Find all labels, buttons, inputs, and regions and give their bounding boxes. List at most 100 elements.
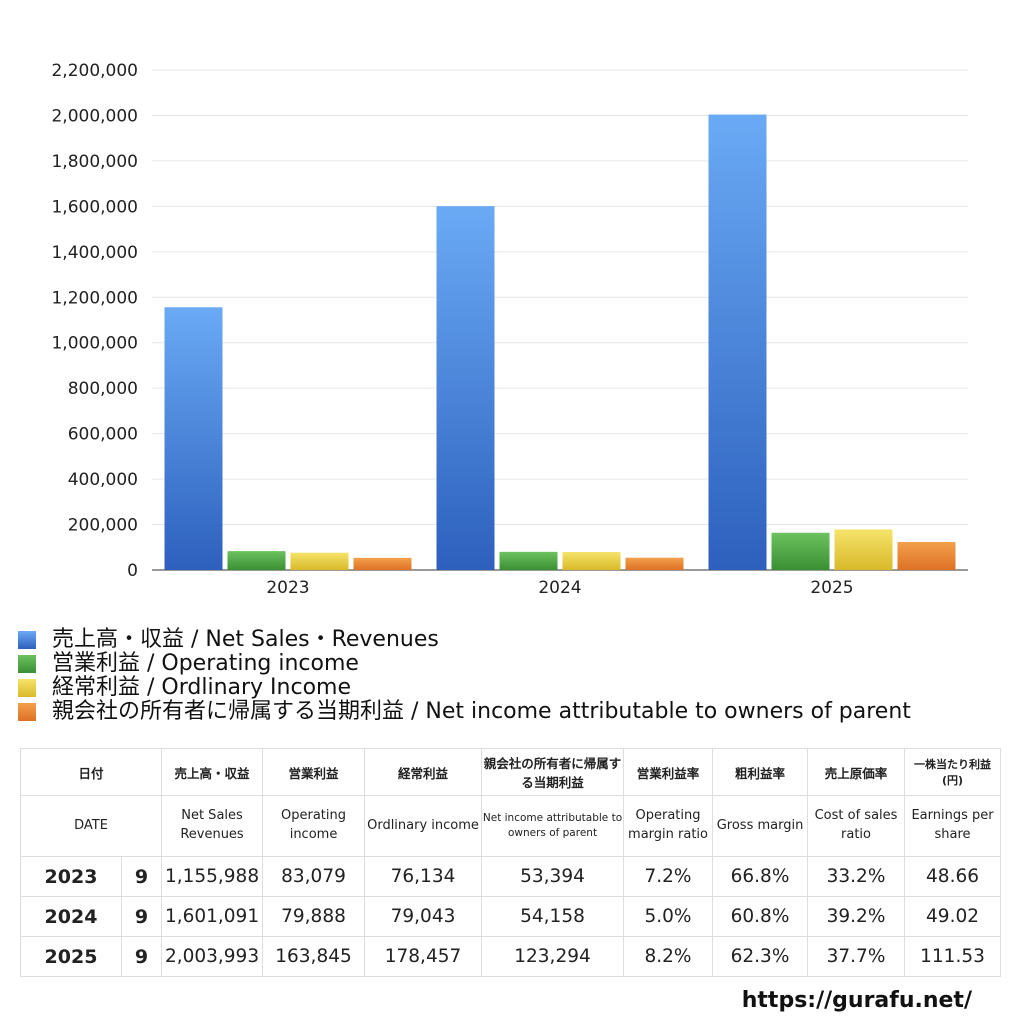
bar-2025-series-1 <box>771 532 830 570</box>
cell-opm: 7.2% <box>623 856 714 897</box>
bar-2023-series-0 <box>164 307 223 570</box>
bar-2023-series-1 <box>227 551 286 570</box>
cell-month: 9 <box>120 936 163 977</box>
bar-chart: 0 200,000 400,000 600,000 800,000 1,000,000 1,… <box>51 61 968 598</box>
y-tick-label: 1,800,000 <box>51 152 138 172</box>
table-header-jp: 日付 売上高・収益 営業利益 経常利益 親会社の所有者に帰属する当期利益 営業利… <box>19 748 1002 796</box>
chart-legend: 売上高・収益 / Net Sales・Revenues 営業利益 / Opera… <box>18 628 1018 724</box>
cell-eps: 49.02 <box>904 896 1002 937</box>
cell-sales: 1,155,988 <box>161 856 264 897</box>
bar-2023-series-2 <box>290 552 349 570</box>
y-tick-label: 200,000 <box>68 516 138 536</box>
header-ordinary-jp: 経常利益 <box>364 748 483 796</box>
y-tick-label: 0 <box>127 561 138 581</box>
cell-operating: 79,888 <box>262 896 366 937</box>
cell-year: 2024 <box>20 896 122 937</box>
cell-month: 9 <box>120 896 163 937</box>
legend-item-sales: 売上高・収益 / Net Sales・Revenues <box>18 628 1018 652</box>
legend-item-net: 親会社の所有者に帰属する当期利益 / Net income attributab… <box>18 700 1018 724</box>
cell-year: 2025 <box>20 936 122 977</box>
y-tick-label: 600,000 <box>68 425 138 445</box>
legend-swatch-operating <box>18 655 36 673</box>
cell-eps: 111.53 <box>904 936 1002 977</box>
cell-net: 53,394 <box>481 856 625 897</box>
bars <box>164 114 956 571</box>
cell-ordinary: 178,457 <box>364 936 483 977</box>
legend-label: 売上高・収益 / Net Sales・Revenues <box>52 627 439 652</box>
cell-net: 54,158 <box>481 896 625 937</box>
legend-item-operating: 営業利益 / Operating income <box>18 652 1018 676</box>
bar-2025-series-0 <box>708 114 767 570</box>
table-row: 2023 9 1,155,988 83,079 76,134 53,394 7.… <box>20 856 1002 897</box>
x-tick-label: 2025 <box>810 578 853 598</box>
bar-2024-series-1 <box>499 551 558 570</box>
header-operating-jp: 営業利益 <box>262 748 366 796</box>
header-eps-jp: 一株当たり利益(円) <box>904 748 1002 796</box>
y-axis-ticks: 0 200,000 400,000 600,000 800,000 1,000,000 1,… <box>51 61 138 581</box>
cell-gm: 62.3% <box>712 936 809 977</box>
cell-opm: 8.2% <box>623 936 714 977</box>
table-row: 2024 9 1,601,091 79,888 79,043 54,158 5.… <box>20 896 1002 937</box>
y-tick-label: 400,000 <box>68 470 138 490</box>
bar-2025-series-3 <box>897 541 956 570</box>
header-sales-en: Net Sales Revenues <box>161 795 264 857</box>
bar-2024-series-2 <box>562 552 621 570</box>
y-tick-label: 1,000,000 <box>51 334 138 354</box>
financial-data-table: 日付 売上高・収益 営業利益 経常利益 親会社の所有者に帰属する当期利益 営業利… <box>19 748 1002 977</box>
cell-month: 9 <box>120 856 163 897</box>
cell-eps: 48.66 <box>904 856 1002 897</box>
header-ordinary-en: Ordlinary income <box>364 795 483 857</box>
header-eps-en: Earnings per share <box>904 795 1002 857</box>
header-gm-jp: 粗利益率 <box>712 748 809 796</box>
legend-swatch-net <box>18 703 36 721</box>
legend-item-ordinary: 経常利益 / Ordlinary Income <box>18 676 1018 700</box>
y-tick-label: 2,000,000 <box>51 106 138 126</box>
cell-sales: 2,003,993 <box>161 936 264 977</box>
cell-cos: 39.2% <box>807 896 906 937</box>
cell-gm: 66.8% <box>712 856 809 897</box>
bar-2024-series-3 <box>625 557 684 570</box>
cell-cos: 37.7% <box>807 936 906 977</box>
y-tick-label: 1,600,000 <box>51 197 138 217</box>
cell-sales: 1,601,091 <box>161 896 264 937</box>
y-tick-label: 1,400,000 <box>51 243 138 263</box>
header-date-jp: 日付 <box>19 748 163 796</box>
header-cos-en: Cost of sales ratio <box>807 795 906 857</box>
header-gm-en: Gross margin <box>712 795 809 857</box>
header-net-en: Net income attributable to owners of par… <box>481 795 625 857</box>
bar-2024-series-0 <box>436 206 495 571</box>
x-tick-label: 2024 <box>538 578 581 598</box>
header-date-en: DATE <box>19 795 163 857</box>
legend-label: 営業利益 / Operating income <box>52 651 359 676</box>
site-url: https://gurafu.net/ <box>741 988 972 1013</box>
cell-cos: 33.2% <box>807 856 906 897</box>
cell-net: 123,294 <box>481 936 625 977</box>
header-sales-jp: 売上高・収益 <box>161 748 264 796</box>
legend-swatch-ordinary <box>18 679 36 697</box>
legend-swatch-sales <box>18 631 36 649</box>
table-header-en: DATE Net Sales Revenues Operating income… <box>19 795 1002 857</box>
header-opm-jp: 営業利益率 <box>623 748 714 796</box>
cell-operating: 83,079 <box>262 856 366 897</box>
y-tick-label: 2,200,000 <box>51 61 138 81</box>
cell-ordinary: 79,043 <box>364 896 483 937</box>
cell-opm: 5.0% <box>623 896 714 937</box>
header-cos-jp: 売上原価率 <box>807 748 906 796</box>
header-operating-en: Operating income <box>262 795 366 857</box>
header-net-jp: 親会社の所有者に帰属する当期利益 <box>481 748 625 796</box>
cell-ordinary: 76,134 <box>364 856 483 897</box>
header-opm-en: Operating margin ratio <box>623 795 714 857</box>
y-tick-label: 800,000 <box>68 379 138 399</box>
legend-label: 経常利益 / Ordlinary Income <box>52 675 351 700</box>
x-tick-label: 2023 <box>266 578 309 598</box>
cell-operating: 163,845 <box>262 936 366 977</box>
x-axis-ticks: 2023 2024 2025 <box>266 578 853 598</box>
y-tick-label: 1,200,000 <box>51 288 138 308</box>
grid-lines <box>152 69 968 571</box>
cell-year: 2023 <box>20 856 122 897</box>
cell-gm: 60.8% <box>712 896 809 937</box>
bar-2025-series-2 <box>834 529 893 570</box>
legend-label: 親会社の所有者に帰属する当期利益 / Net income attributab… <box>52 699 911 724</box>
bar-2023-series-3 <box>353 557 412 570</box>
table-row: 2025 9 2,003,993 163,845 178,457 123,294… <box>20 936 1002 977</box>
